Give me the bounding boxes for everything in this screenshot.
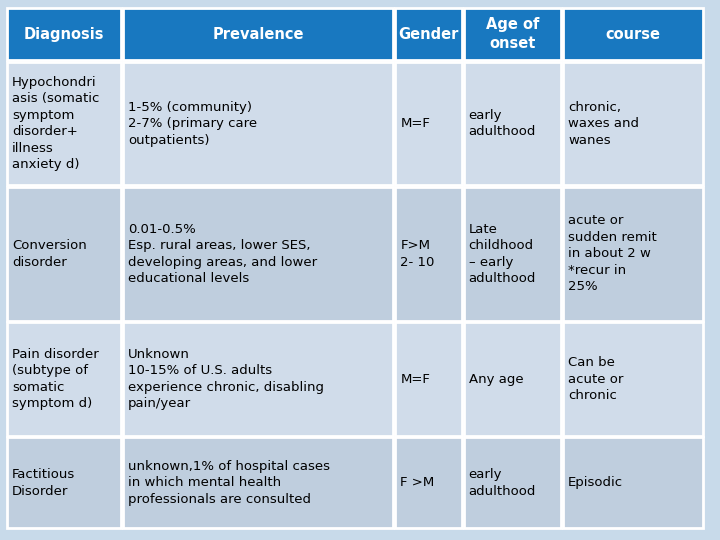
Bar <box>563 187 703 321</box>
Text: chronic,
waxes and
wanes: chronic, waxes and wanes <box>568 100 639 147</box>
Text: Episodic: Episodic <box>568 476 624 489</box>
Bar <box>464 322 561 436</box>
Text: M=F: M=F <box>400 373 430 386</box>
Text: Age of
onset: Age of onset <box>485 17 539 51</box>
Bar <box>395 8 462 60</box>
Bar <box>123 62 393 185</box>
Bar <box>563 322 703 436</box>
Text: acute or
sudden remit
in about 2 w
*recur in
25%: acute or sudden remit in about 2 w *recu… <box>568 214 657 293</box>
Bar <box>395 62 462 185</box>
Bar <box>395 437 462 528</box>
Bar <box>563 8 703 60</box>
Bar <box>7 187 121 321</box>
Bar <box>7 437 121 528</box>
Bar <box>563 437 703 528</box>
Text: Any age: Any age <box>469 373 523 386</box>
Text: 0.01-0.5%
Esp. rural areas, lower SES,
developing areas, and lower
educational l: 0.01-0.5% Esp. rural areas, lower SES, d… <box>128 222 318 285</box>
Text: M=F: M=F <box>400 117 430 130</box>
Text: Late
childhood
– early
adulthood: Late childhood – early adulthood <box>469 222 536 285</box>
Text: Conversion
disorder: Conversion disorder <box>12 239 87 268</box>
Text: Factitious
Disorder: Factitious Disorder <box>12 468 76 497</box>
Text: Prevalence: Prevalence <box>212 26 304 42</box>
Text: Can be
acute or
chronic: Can be acute or chronic <box>568 356 624 402</box>
Bar <box>7 8 121 60</box>
Bar <box>464 8 561 60</box>
Bar <box>123 8 393 60</box>
Text: course: course <box>606 26 661 42</box>
Text: F >M: F >M <box>400 476 435 489</box>
Bar <box>464 62 561 185</box>
Bar <box>395 322 462 436</box>
Bar <box>563 62 703 185</box>
Text: early
adulthood: early adulthood <box>469 109 536 138</box>
Text: Unknown
10-15% of U.S. adults
experience chronic, disabling
pain/year: Unknown 10-15% of U.S. adults experience… <box>128 348 324 410</box>
Text: 1-5% (community)
2-7% (primary care
outpatients): 1-5% (community) 2-7% (primary care outp… <box>128 100 257 147</box>
Bar <box>123 187 393 321</box>
Text: unknown,1% of hospital cases
in which mental health
professionals are consulted: unknown,1% of hospital cases in which me… <box>128 460 330 506</box>
Text: Hypochondri
asis (somatic
symptom
disorder+
illness
anxiety d): Hypochondri asis (somatic symptom disord… <box>12 76 99 171</box>
Bar <box>464 187 561 321</box>
Bar <box>464 437 561 528</box>
Bar <box>123 322 393 436</box>
Bar <box>123 437 393 528</box>
Bar <box>7 62 121 185</box>
Text: Diagnosis: Diagnosis <box>24 26 104 42</box>
Text: early
adulthood: early adulthood <box>469 468 536 497</box>
Text: F>M
2- 10: F>M 2- 10 <box>400 239 435 268</box>
Text: Gender: Gender <box>398 26 459 42</box>
Bar <box>7 322 121 436</box>
Text: Pain disorder
(subtype of
somatic
symptom d): Pain disorder (subtype of somatic sympto… <box>12 348 99 410</box>
Bar <box>395 187 462 321</box>
